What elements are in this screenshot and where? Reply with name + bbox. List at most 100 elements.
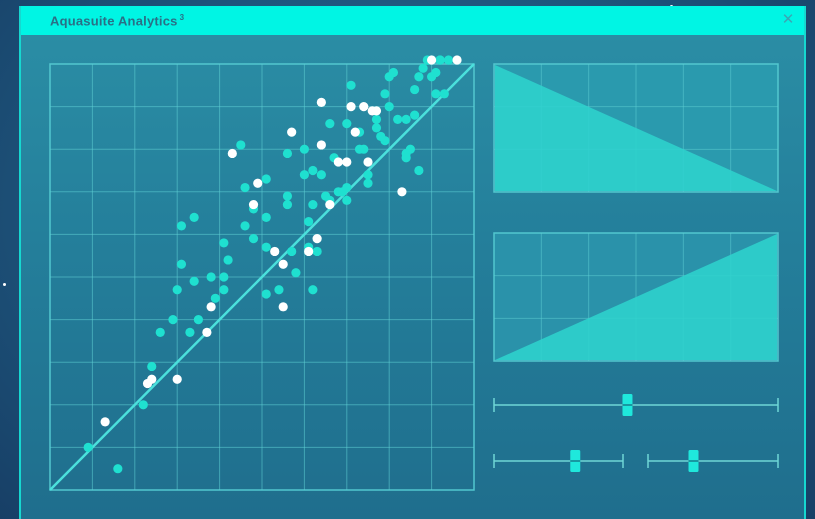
window-content <box>49 55 779 491</box>
data-point-cyan <box>282 191 293 201</box>
data-point-cyan <box>393 114 403 124</box>
data-point-cyan <box>299 170 309 180</box>
data-point-cyan <box>359 144 369 154</box>
data-point-white <box>316 140 326 150</box>
data-point-cyan <box>219 272 229 282</box>
close-icon[interactable]: ✕ <box>781 11 795 28</box>
data-point-white <box>342 157 352 167</box>
data-point-cyan <box>401 114 411 124</box>
data-point-cyan <box>371 123 382 133</box>
data-point-white <box>304 246 314 257</box>
left-slider-thumb[interactable] <box>570 450 581 472</box>
data-point-white <box>227 148 237 159</box>
data-point-cyan <box>248 234 259 244</box>
data-point-cyan <box>431 67 441 78</box>
data-point-cyan <box>312 246 322 257</box>
data-point-cyan <box>223 255 233 265</box>
data-point-cyan <box>240 221 250 231</box>
window-title-superscript: 3 <box>179 13 185 22</box>
data-point-cyan <box>287 246 297 257</box>
data-point-cyan <box>342 119 352 129</box>
data-point-cyan <box>342 182 352 193</box>
right-slider-thumb[interactable] <box>688 450 699 472</box>
data-point-white <box>363 157 373 167</box>
data-point-cyan <box>308 165 318 176</box>
data-point-cyan <box>189 276 199 286</box>
bottom-ramp-panel <box>493 232 779 362</box>
trend-line <box>49 63 475 491</box>
data-point-cyan <box>363 170 373 180</box>
ascending-ramp-shape <box>495 234 777 360</box>
data-point-cyan <box>113 464 123 474</box>
data-point-cyan <box>236 140 246 150</box>
data-point-cyan <box>261 289 271 299</box>
data-point-cyan <box>410 110 420 120</box>
data-point-white <box>278 259 288 269</box>
data-point-white <box>427 55 437 65</box>
data-point-cyan <box>371 114 382 124</box>
main-slider-thumb[interactable] <box>622 394 633 416</box>
data-point-cyan <box>401 153 411 163</box>
data-point-cyan <box>346 80 356 90</box>
main-slider[interactable] <box>493 394 779 416</box>
data-point-cyan <box>261 242 271 252</box>
data-point-white <box>346 102 356 112</box>
data-point-white <box>100 417 110 427</box>
data-point-white <box>172 374 182 384</box>
data-point-cyan <box>304 217 314 227</box>
data-point-cyan <box>176 259 187 269</box>
data-point-white <box>325 199 335 210</box>
data-point-white <box>452 55 462 65</box>
data-point-cyan <box>443 55 454 65</box>
data-point-cyan <box>342 195 352 205</box>
data-point-cyan <box>291 268 301 278</box>
data-point-cyan <box>439 89 449 99</box>
data-point-white <box>397 187 407 197</box>
data-point-cyan <box>83 442 93 452</box>
data-point-white <box>270 246 280 257</box>
data-point-white <box>350 127 360 137</box>
data-point-cyan <box>414 72 424 82</box>
data-point-cyan <box>240 182 250 193</box>
data-point-cyan <box>388 67 399 78</box>
data-point-cyan <box>418 63 428 73</box>
data-point-cyan <box>380 89 390 99</box>
data-point-cyan <box>219 285 229 295</box>
data-point-cyan <box>193 315 203 325</box>
data-point-white <box>371 106 382 116</box>
data-point-cyan <box>176 221 187 231</box>
left-small-slider[interactable] <box>493 450 624 472</box>
background-star <box>3 283 6 286</box>
right-small-slider[interactable] <box>647 450 779 472</box>
data-point-cyan <box>410 84 420 95</box>
data-point-white <box>316 97 326 107</box>
data-point-cyan <box>435 55 445 65</box>
top-ramp-panel <box>493 63 779 193</box>
data-point-white <box>333 157 343 167</box>
data-point-cyan <box>261 212 271 222</box>
data-point-cyan <box>261 174 271 184</box>
data-point-cyan <box>282 148 293 159</box>
chart-points <box>83 55 462 474</box>
data-point-cyan <box>282 199 293 210</box>
window-title-text: Aquasuite Analytics <box>50 13 178 29</box>
data-point-cyan <box>274 285 284 295</box>
data-point-cyan <box>155 327 165 337</box>
data-point-cyan <box>168 315 178 325</box>
data-point-white <box>359 102 369 112</box>
data-point-cyan <box>316 170 326 180</box>
data-point-cyan <box>308 199 318 210</box>
analytics-window: Aquasuite Analytics 3 ✕ <box>19 6 806 519</box>
data-point-cyan <box>405 144 415 154</box>
data-point-cyan <box>384 102 394 112</box>
data-point-cyan <box>138 400 148 410</box>
data-point-cyan <box>380 136 390 146</box>
descending-ramp-shape <box>495 65 777 191</box>
scatter-chart <box>49 55 475 491</box>
data-point-white <box>202 327 212 337</box>
data-point-cyan <box>325 119 335 129</box>
data-point-white <box>312 234 322 244</box>
data-point-cyan <box>299 144 309 154</box>
window-titlebar[interactable]: Aquasuite Analytics 3 ✕ <box>21 6 804 35</box>
data-point-white <box>248 199 259 210</box>
